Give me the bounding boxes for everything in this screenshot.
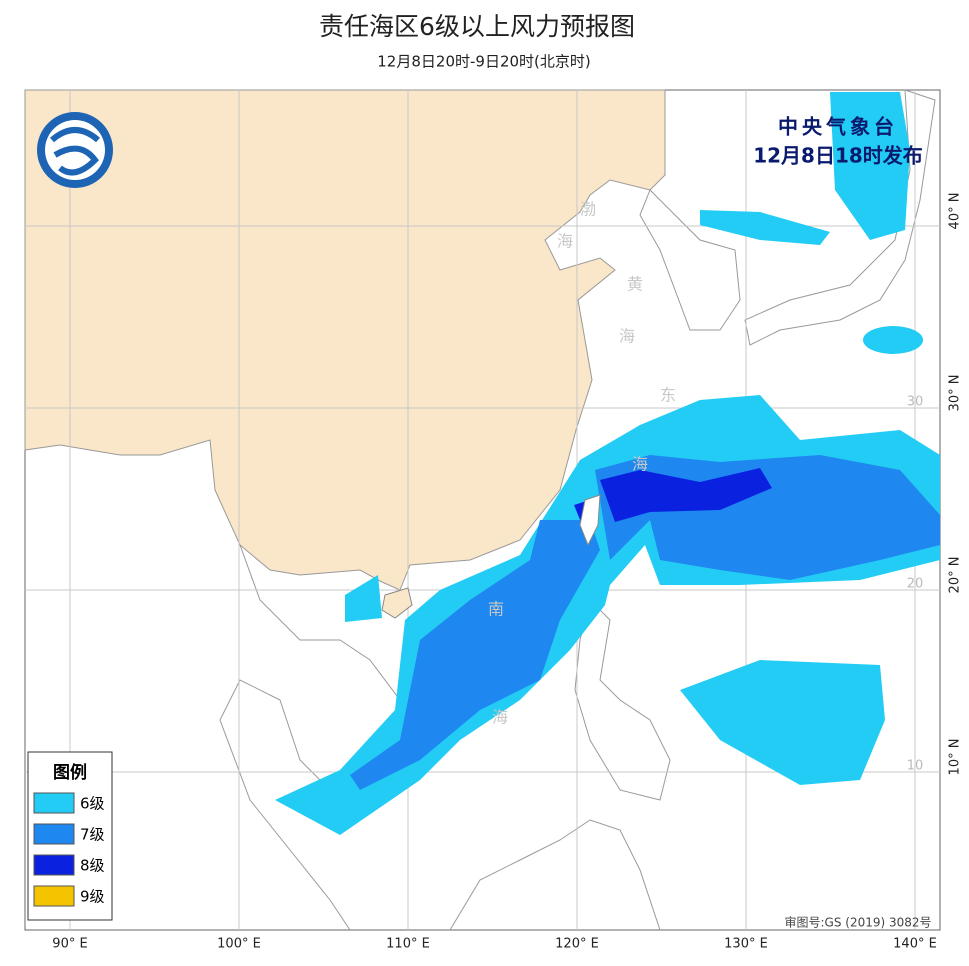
wind-area-6 — [830, 92, 910, 240]
legend-label: 9级 — [80, 888, 105, 906]
lat-inner-label: 30 — [907, 395, 924, 410]
lat-inner-label: 20 — [907, 577, 924, 592]
agency: 中央气象台 — [778, 115, 898, 139]
legend-swatch — [33, 823, 75, 845]
lat-label: 40° N — [948, 193, 963, 230]
lon-label: 130° E — [724, 937, 768, 952]
legend-label: 7级 — [80, 826, 105, 844]
wind-area-6 — [345, 575, 382, 622]
japan-coast — [744, 89, 936, 346]
philippines-coast — [574, 599, 671, 801]
legend-items: 6级 7级 8级 9级 — [33, 792, 105, 907]
sea-label: 渤 — [580, 200, 596, 219]
lon-label: 140° E — [893, 937, 937, 952]
sea-label: 海 — [557, 232, 573, 251]
korea-coast — [639, 189, 741, 331]
sea-label: 黄 — [627, 275, 643, 294]
lat-label: 20° N — [948, 557, 963, 594]
legend-swatch — [33, 854, 75, 876]
sea-label: 海 — [492, 708, 508, 727]
sea-label: 南 — [488, 600, 504, 619]
lon-label: 100° E — [217, 937, 261, 952]
logo — [37, 112, 113, 188]
wind-areas — [275, 92, 940, 835]
lon-label: 120° E — [555, 937, 599, 952]
hainan — [381, 587, 413, 619]
legend: 图例 6级 7级 8级 9级 — [27, 751, 113, 921]
title: 责任海区6级以上风力预报图 — [319, 12, 635, 41]
subtitle: 12月8日20时-9日20时(北京时) — [377, 53, 590, 71]
legend-title: 图例 — [53, 762, 87, 783]
china-land — [24, 89, 666, 591]
legend-swatch — [33, 885, 75, 907]
lon-label: 90° E — [52, 937, 87, 952]
lon-label: 110° E — [386, 937, 430, 952]
lat-label: 30° N — [948, 375, 963, 412]
wind-area-6 — [863, 326, 923, 354]
issued-time: 12月8日18时发布 — [753, 144, 923, 168]
sea-label: 海 — [619, 327, 635, 346]
legend-label: 6级 — [80, 795, 105, 813]
sea-label: 东 — [660, 386, 676, 405]
taiwan — [579, 494, 601, 547]
legend-label: 8级 — [80, 857, 105, 875]
approval-number: 审图号:GS (2019) 3082号 — [784, 915, 931, 930]
wind-area-6 — [680, 660, 885, 785]
lat-inner-label: 10 — [907, 759, 924, 774]
wind-area-8 — [600, 468, 772, 522]
legend-swatch — [33, 792, 75, 814]
wind-area-6 — [700, 210, 830, 245]
borneo-coast — [449, 819, 661, 931]
lat-label: 10° N — [948, 739, 963, 776]
map — [24, 89, 941, 931]
logo-swirl — [50, 127, 100, 176]
wind-area-7 — [350, 520, 600, 790]
sea-label: 海 — [632, 455, 648, 474]
